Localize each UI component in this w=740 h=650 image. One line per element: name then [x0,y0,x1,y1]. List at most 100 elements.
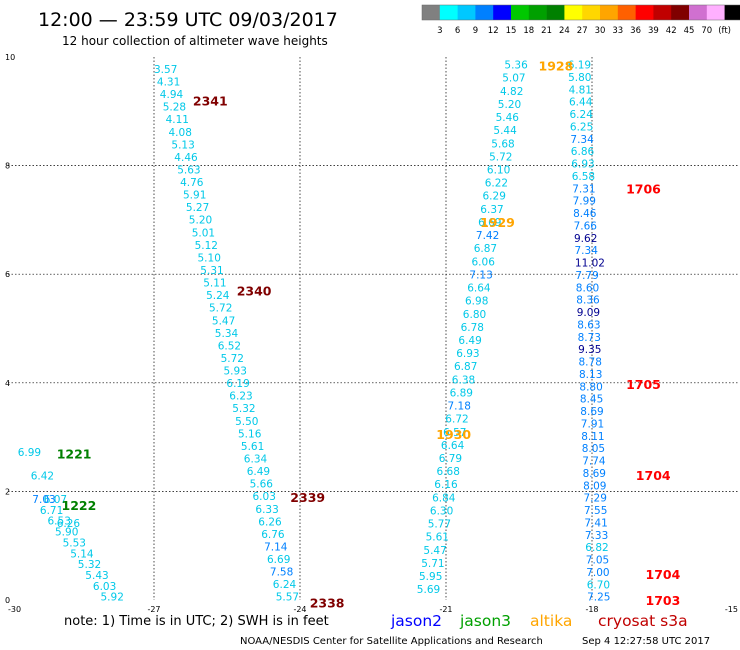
wave-height-value: 7.03 [32,494,55,506]
wave-height-value: 6.80 [463,309,486,321]
wave-height-value: 6.98 [465,296,488,308]
wave-height-value: 5.80 [568,72,591,84]
pass-left-lower: 7.036.716.535.905.535.145.325.436.035.92 [32,494,124,604]
wave-height-value: 8.13 [579,369,602,381]
wave-height-value: 7.74 [582,456,606,468]
wave-height-value: 6.37 [480,204,503,216]
color-swatch [475,5,494,20]
wave-height-value: 5.47 [212,315,235,327]
satellite-legend-altika: altika [530,612,572,630]
wave-height-value: 6.16 [434,479,458,491]
wave-height-value: 7.31 [572,183,595,195]
wave-height-value: 8.80 [579,381,602,393]
color-bar-label: 21 [541,26,552,36]
pass-time-label: 1703 [646,593,681,608]
wave-height-value: 7.55 [584,505,607,517]
wave-height-value: 6.42 [31,471,54,483]
wave-height-value: 4.81 [569,84,592,96]
wave-height-value: 5.11 [203,278,226,290]
pass-1928-1930: 5.365.074.825.205.465.445.685.72 6.106.22… [417,60,528,596]
wave-height-value: 5.32 [232,403,255,415]
x-tick-label: -15 [725,605,738,614]
wave-height-value: 7.99 [573,196,596,208]
y-tick-label: 8 [5,162,10,171]
wave-height-value: 6.49 [247,466,270,478]
y-tick-label: 10 [5,53,15,62]
wave-height-value: 4.46 [174,152,198,164]
x-tick-label: -24 [293,605,306,614]
timestamp-text: Sep 4 12:27:58 UTC 2017 [582,636,710,647]
wave-height-value: 7.91 [581,419,604,431]
wave-height-value: 8.73 [578,332,601,344]
wave-height-value: 5.43 [85,570,108,582]
pass-time-label: 2341 [193,93,228,108]
wave-height-value: 5.66 [250,479,274,491]
wave-height-value: 7.00 [586,567,609,579]
wave-height-value: 7.34 [575,245,599,257]
x-tick-label: -30 [8,605,21,614]
wave-height-value: 8.78 [579,357,602,369]
wave-height-value: 6.19 [226,378,249,390]
wave-height-value: 8.46 [573,208,597,220]
wave-height-value: 6.79 [439,453,462,465]
wave-height-value: 5.27 [186,202,209,214]
wave-height-value: 7.05 [586,555,609,567]
wave-height-value: 7.33 [585,530,608,542]
color-swatch [546,5,565,20]
wave-height-value: 6.64 [441,440,465,452]
wave-height-value: 5.95 [419,571,442,583]
pass-time-label: 1221 [57,446,92,461]
wave-height-value: 8.69 [583,468,606,480]
wave-height-value: 4.82 [500,86,523,98]
color-swatch [493,5,512,20]
wave-height-value: 7.42 [476,230,499,242]
wave-height-value: 8.36 [576,295,600,307]
wave-height-value: 6.64 [467,283,491,295]
wave-height-value: 5.10 [198,252,221,264]
color-swatch [511,5,530,20]
wave-height-value: 6.57 [443,427,466,439]
color-bar-label: 6 [455,26,460,36]
wave-height-value: 6.53 [48,516,71,528]
wave-height-value: 8.60 [576,282,599,294]
wave-height-value: 4.94 [160,89,184,101]
wave-height-value: 6.58 [572,171,595,183]
wave-height-value: 5.72 [221,353,244,365]
color-bar-label: 39 [648,26,659,36]
color-bar-label: 18 [523,26,534,36]
pass-time-label: 1928 [539,59,574,74]
wave-height-value: 6.44 [569,97,593,109]
pass-time-label: 1704 [646,567,681,582]
wave-height-value: 5.50 [235,416,258,428]
wave-height-value: 5.92 [101,592,124,604]
wave-height-value: 6.87 [474,243,497,255]
wave-height-value: 5.34 [215,328,239,340]
pass-time-label: 2339 [290,490,325,505]
color-bar-label: 24 [559,26,570,36]
wave-height-value: 5.61 [426,532,449,544]
pass-time-label: 1704 [636,468,671,483]
wave-height-value: 6.25 [570,122,593,134]
satellite-legend-jason3: jason3 [459,612,511,630]
wave-height-value: 5.12 [195,240,218,252]
wave-height-value: 4.08 [169,127,192,139]
wave-height-value: 6.69 [478,217,501,229]
wave-height-value: 6.89 [450,387,473,399]
wave-height-value: 4.31 [157,77,180,89]
wave-height-value: 4.76 [180,177,204,189]
wave-height-value: 6.69 [267,554,290,566]
wave-height-value: 5.91 [183,190,206,202]
wave-height-value: 7.14 [264,542,288,554]
wave-height-value: 6.87 [454,361,477,373]
wave-height-value: 5.31 [200,265,223,277]
wave-height-value: 6.71 [40,505,63,517]
color-bar-label: 45 [684,26,695,36]
wave-height-value: 11.02 [575,258,605,270]
wave-height-value: 9.62 [574,233,597,245]
pass-time-label: 1705 [626,377,661,392]
wave-height-value: 8.45 [580,394,603,406]
pass-left-upper: 6.99 6.42 6.07 6.26 [18,447,81,530]
wave-height-value: 6.78 [461,322,484,334]
wave-height-value: 5.72 [489,151,512,163]
satellite-legend: jason2 jason3 altika cryosat s3a [390,612,688,630]
